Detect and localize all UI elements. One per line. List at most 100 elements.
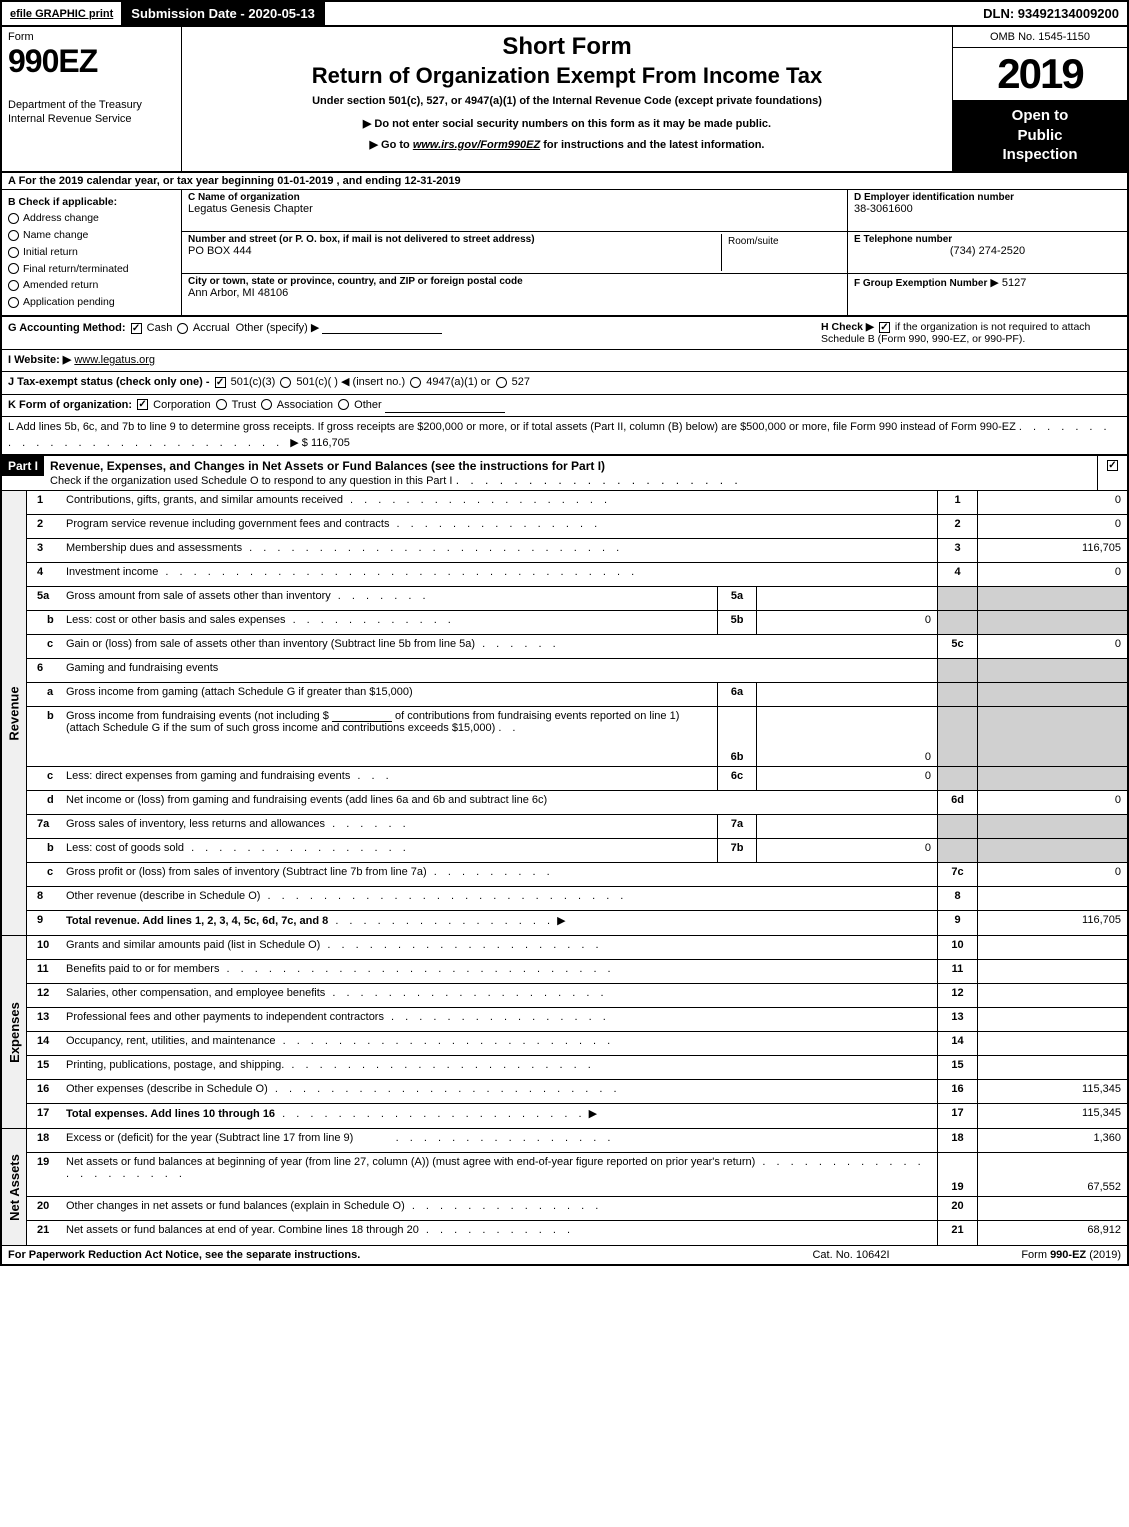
dots-5c: . . . . . . bbox=[475, 638, 560, 650]
chk-501c[interactable] bbox=[280, 377, 291, 388]
num-8: 8 bbox=[27, 887, 62, 910]
chk-other-org[interactable] bbox=[338, 399, 349, 410]
k-corp: Corporation bbox=[153, 399, 210, 411]
cell-address: Number and street (or P. O. box, if mail… bbox=[182, 232, 847, 274]
efile-link[interactable]: efile GRAPHIC print bbox=[10, 8, 113, 20]
line-12: 12 Salaries, other compensation, and emp… bbox=[27, 984, 1127, 1008]
chk-final-return[interactable] bbox=[8, 263, 19, 274]
chk-application-pending[interactable] bbox=[8, 297, 19, 308]
rnum-5a-grey bbox=[937, 587, 977, 610]
opt-initial-return: Initial return bbox=[23, 246, 78, 258]
rnum-19: 19 bbox=[937, 1153, 977, 1196]
txt-6a: Gross income from gaming (attach Schedul… bbox=[62, 683, 717, 706]
txt-18-v: Excess or (deficit) for the year (Subtra… bbox=[66, 1132, 353, 1144]
rnum-16: 16 bbox=[937, 1080, 977, 1103]
num-6: 6 bbox=[27, 659, 62, 682]
chk-trust[interactable] bbox=[216, 399, 227, 410]
chk-4947[interactable] bbox=[410, 377, 421, 388]
k-trust: Trust bbox=[232, 399, 257, 411]
f-label: F Group Exemption Number bbox=[854, 278, 987, 289]
txt-7a: Gross sales of inventory, less returns a… bbox=[62, 815, 717, 838]
rnum-6d: 6d bbox=[937, 791, 977, 814]
dots-7a: . . . . . . bbox=[325, 818, 410, 830]
sub-5a: 5a bbox=[717, 587, 757, 610]
top-bar: efile GRAPHIC print Submission Date - 20… bbox=[2, 2, 1127, 27]
line-6: 6 Gaming and fundraising events bbox=[27, 659, 1127, 683]
dots-2: . . . . . . . . . . . . . . . bbox=[389, 518, 601, 530]
part-1-desc: Revenue, Expenses, and Changes in Net As… bbox=[44, 456, 1097, 490]
txt-5a: Gross amount from sale of assets other t… bbox=[62, 587, 717, 610]
txt-3-v: Membership dues and assessments bbox=[66, 542, 242, 554]
dept-2: Internal Revenue Service bbox=[8, 113, 132, 125]
dots-20: . . . . . . . . . . . . . . bbox=[405, 1200, 603, 1212]
txt-11-v: Benefits paid to or for members bbox=[66, 963, 219, 975]
dots-8: . . . . . . . . . . . . . . . . . . . . … bbox=[260, 890, 627, 902]
chk-501c3[interactable] bbox=[215, 377, 226, 388]
rnum-6-grey bbox=[937, 659, 977, 682]
num-13: 13 bbox=[27, 1008, 62, 1031]
dots-9: . . . . . . . . . . . . . . . . bbox=[328, 915, 554, 927]
chk-address-change[interactable] bbox=[8, 213, 19, 224]
rval-4: 0 bbox=[977, 563, 1127, 586]
txt-5b: Less: cost or other basis and sales expe… bbox=[62, 611, 717, 634]
submission-date: Submission Date - 2020-05-13 bbox=[121, 2, 325, 25]
city-value: Ann Arbor, MI 48106 bbox=[188, 287, 841, 299]
row-a-text: A For the 2019 calendar year, or tax yea… bbox=[8, 175, 461, 187]
rnum-6b-grey bbox=[937, 707, 977, 766]
i-value[interactable]: www.legatus.org bbox=[74, 354, 155, 366]
netassets-lines: 18 Excess or (deficit) for the year (Sub… bbox=[27, 1129, 1127, 1245]
chk-initial-return[interactable] bbox=[8, 247, 19, 258]
num-12: 12 bbox=[27, 984, 62, 1007]
under-section: Under section 501(c), 527, or 4947(a)(1)… bbox=[192, 95, 942, 107]
rval-11 bbox=[977, 960, 1127, 983]
num-19: 19 bbox=[27, 1153, 62, 1196]
chk-accrual[interactable] bbox=[177, 323, 188, 334]
txt-12: Salaries, other compensation, and employ… bbox=[62, 984, 937, 1007]
chk-527[interactable] bbox=[496, 377, 507, 388]
col-b-hdr: B Check if applicable: bbox=[8, 196, 117, 208]
txt-16-v: Other expenses (describe in Schedule O) bbox=[66, 1083, 268, 1095]
rnum-4: 4 bbox=[937, 563, 977, 586]
dots-12: . . . . . . . . . . . . . . . . . . . . bbox=[325, 987, 607, 999]
rnum-17: 17 bbox=[937, 1104, 977, 1128]
netassets-section: Net Assets 18 Excess or (deficit) for th… bbox=[2, 1129, 1127, 1245]
efile-print[interactable]: efile GRAPHIC print bbox=[2, 4, 121, 24]
dots-6c: . . . bbox=[350, 770, 392, 782]
open-3: Inspection bbox=[1002, 146, 1077, 163]
line-6d: d Net income or (loss) from gaming and f… bbox=[27, 791, 1127, 815]
txt-10: Grants and similar amounts paid (list in… bbox=[62, 936, 937, 959]
footer-right: Form 990-EZ (2019) bbox=[941, 1249, 1121, 1261]
city-label: City or town, state or province, country… bbox=[188, 276, 841, 287]
rnum-1: 1 bbox=[937, 491, 977, 514]
num-11: 11 bbox=[27, 960, 62, 983]
goto-link[interactable]: www.irs.gov/Form990EZ bbox=[413, 139, 540, 151]
chk-part1[interactable] bbox=[1107, 460, 1118, 471]
rval-2: 0 bbox=[977, 515, 1127, 538]
line-6b: b Gross income from fundraising events (… bbox=[27, 707, 1127, 767]
subval-5a bbox=[757, 587, 937, 610]
revenue-section: Revenue 1 Contributions, gifts, grants, … bbox=[2, 491, 1127, 936]
j-501c: 501(c)( ) bbox=[296, 376, 338, 388]
chk-corporation[interactable] bbox=[137, 399, 148, 410]
cell-ein: D Employer identification number 38-3061… bbox=[848, 190, 1127, 232]
chk-amended-return[interactable] bbox=[8, 280, 19, 291]
row-g-h: G Accounting Method: Cash Accrual Other … bbox=[2, 317, 1127, 350]
chk-association[interactable] bbox=[261, 399, 272, 410]
footer-left: For Paperwork Reduction Act Notice, see … bbox=[8, 1249, 761, 1261]
cell-group-exemption: F Group Exemption Number ▶ 5127 bbox=[848, 274, 1127, 315]
txt-15: Printing, publications, postage, and shi… bbox=[62, 1056, 937, 1079]
goto-line: ▶ Go to www.irs.gov/Form990EZ for instru… bbox=[192, 138, 942, 151]
num-5c: c bbox=[27, 635, 62, 658]
l-value: ▶ $ 116,705 bbox=[290, 437, 350, 449]
txt-2: Program service revenue including govern… bbox=[62, 515, 937, 538]
chk-cash[interactable] bbox=[131, 323, 142, 334]
part-1-sub: Check if the organization used Schedule … bbox=[50, 475, 452, 487]
txt-6: Gaming and fundraising events bbox=[62, 659, 937, 682]
g-other: Other (specify) ▶ bbox=[236, 322, 320, 334]
line-14: 14 Occupancy, rent, utilities, and maint… bbox=[27, 1032, 1127, 1056]
dots-5b: . . . . . . . . . . . . bbox=[286, 614, 455, 626]
chk-h[interactable] bbox=[879, 322, 890, 333]
txt-10-v: Grants and similar amounts paid (list in… bbox=[66, 939, 320, 951]
rnum-2: 2 bbox=[937, 515, 977, 538]
chk-name-change[interactable] bbox=[8, 230, 19, 241]
